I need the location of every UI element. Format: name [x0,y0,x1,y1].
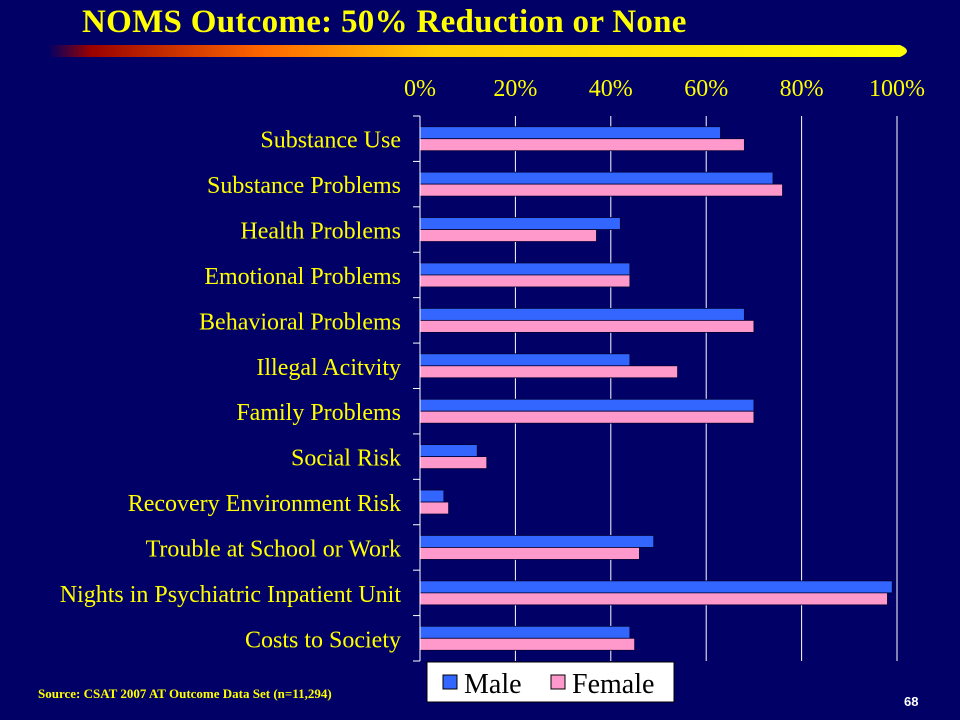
legend-swatch-female [550,674,566,690]
x-tick-label: 0% [404,76,436,102]
category-label: Substance Use [260,128,401,154]
bar-female [419,501,450,515]
bar-male [419,535,655,548]
bar-male [419,262,631,276]
category-label: Costs to Society [245,627,401,653]
x-tick-label: 20% [493,76,537,102]
bar-male [419,171,774,185]
bar-female [419,637,636,651]
x-tick-label: 100% [869,76,925,102]
bar-female [419,592,888,606]
bar-female [419,547,640,560]
axes: 0% 20% 40% 60% 80% 100% Substance Use Substance… [60,76,925,662]
x-tick-label: 40% [589,76,633,102]
x-tick-label: 80% [780,76,824,102]
legend-label-male: Male [464,669,522,700]
bar-female [419,456,488,470]
bar-male [419,444,478,458]
bar-male [419,307,745,321]
category-label: Substance Problems [207,173,401,199]
slide-number: 68 [904,694,919,709]
legend-label-female: Female [572,669,654,700]
bar-female [419,138,745,152]
bar-female [419,319,755,333]
grid-lines [514,116,898,661]
bars [419,126,893,651]
bar-female [419,365,678,379]
bar-male [419,489,445,503]
bar-female [419,229,597,242]
bar-male [419,353,631,367]
legend: Male Female [426,661,675,703]
category-label: Trouble at School or Work [146,536,401,562]
bar-female [419,274,631,288]
x-tick-label: 60% [684,76,728,102]
category-label: Recovery Environment Risk [128,491,401,517]
bar-male [419,580,893,594]
bar-male [419,217,621,230]
category-label: Health Problems [240,219,401,245]
bar-male [419,126,721,140]
bar-male [419,625,631,639]
source-note: Source: CSAT 2007 AT Outcome Data Set (n… [38,686,332,701]
category-label: Behavioral Problems [199,309,401,335]
title-underline-swoosh [48,45,907,57]
category-label: Nights in Psychiatric Inpatient Unit [60,582,402,608]
bar-female [419,183,783,197]
category-label: Family Problems [236,400,401,426]
legend-swatch-male [442,674,458,690]
category-label: Illegal Acitvity [256,355,401,381]
bar-male [419,398,755,412]
category-label: Emotional Problems [204,264,401,290]
bar-female [419,410,755,424]
category-label: Social Risk [291,446,401,472]
slide-title: NOMS Outcome: 50% Reduction or None [82,4,687,40]
